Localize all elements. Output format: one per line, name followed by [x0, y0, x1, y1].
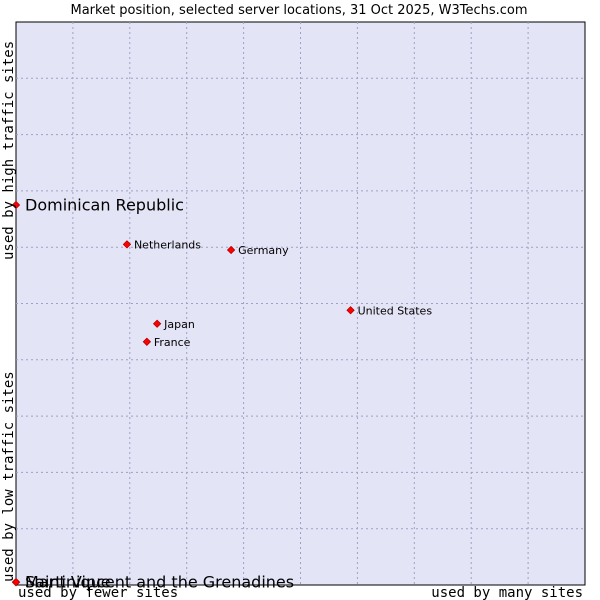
- x-axis-label-left: used by fewer sites: [18, 585, 178, 600]
- y-axis-label-bottom: used by low traffic sites: [1, 371, 17, 582]
- point-marker-france[interactable]: [142, 337, 152, 346]
- point-label-saint-vincent-and-the-grenadines: Saint Vincent and the Grenadines: [25, 573, 294, 592]
- point-label-dominican-republic: Dominican Republic: [25, 195, 184, 214]
- point-marker-united-states[interactable]: [346, 306, 355, 315]
- point-marker-martinique[interactable]: [11, 578, 21, 587]
- grid: [16, 22, 585, 585]
- point-label-netherlands: Netherlands: [134, 238, 201, 251]
- point-marker-dominican-republic[interactable]: [11, 200, 21, 210]
- point-marker-japan[interactable]: [152, 319, 162, 328]
- point-marker-germany[interactable]: [226, 245, 236, 255]
- point-marker-netherlands[interactable]: [122, 240, 132, 249]
- point-label-france: France: [154, 336, 191, 349]
- data-points: Dominican Republic Netherlands Germany Unit…: [11, 195, 433, 592]
- chart-title: Market position, selected server locatio…: [70, 3, 527, 18]
- point-label-japan: Japan: [163, 318, 195, 331]
- y-axis-label-top: used by high traffic sites: [1, 41, 17, 260]
- x-axis-label-right: used by many sites: [431, 585, 583, 600]
- point-label-martinique: Martinique: [25, 573, 111, 592]
- point-label-united-states: United States: [358, 304, 433, 317]
- point-label-germany: Germany: [238, 244, 289, 257]
